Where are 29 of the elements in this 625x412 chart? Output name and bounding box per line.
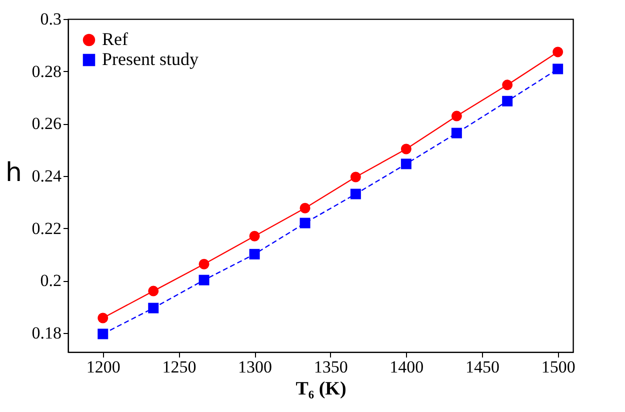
- legend-label: Present study: [102, 49, 198, 69]
- y-tick-label: 0.26: [32, 114, 62, 134]
- y-axis-title: h: [6, 158, 22, 188]
- x-tick-label: 1300: [238, 358, 272, 376]
- legend-label: Ref: [102, 29, 128, 49]
- x-tick-label: 1500: [541, 358, 576, 376]
- point: [451, 128, 462, 138]
- y-tick-label: 0.28: [32, 62, 62, 81]
- x-tick-label: 1350: [314, 358, 348, 376]
- point: [98, 312, 108, 324]
- x-axis-title: T₆ (K): [296, 378, 346, 400]
- y-tick-label: 0.24: [32, 166, 62, 186]
- x-tick-label: 1400: [390, 358, 424, 376]
- y-tick-label: 0.3: [40, 10, 62, 28]
- point: [198, 274, 210, 286]
- x-tick-label: 1450: [466, 358, 500, 376]
- point: [148, 302, 159, 314]
- x-tick-label: 1200: [86, 358, 120, 376]
- point: [249, 248, 260, 260]
- point: [98, 328, 108, 340]
- y-tick-label: 0.18: [32, 323, 62, 342]
- point: [502, 96, 513, 106]
- point: [400, 158, 412, 170]
- y-tick-label: 0.2: [40, 271, 62, 290]
- point: [300, 218, 310, 228]
- y-tick-label: 0.22: [32, 218, 62, 238]
- point: [552, 46, 564, 58]
- x-tick-label: 1250: [162, 358, 196, 376]
- point: [552, 64, 564, 74]
